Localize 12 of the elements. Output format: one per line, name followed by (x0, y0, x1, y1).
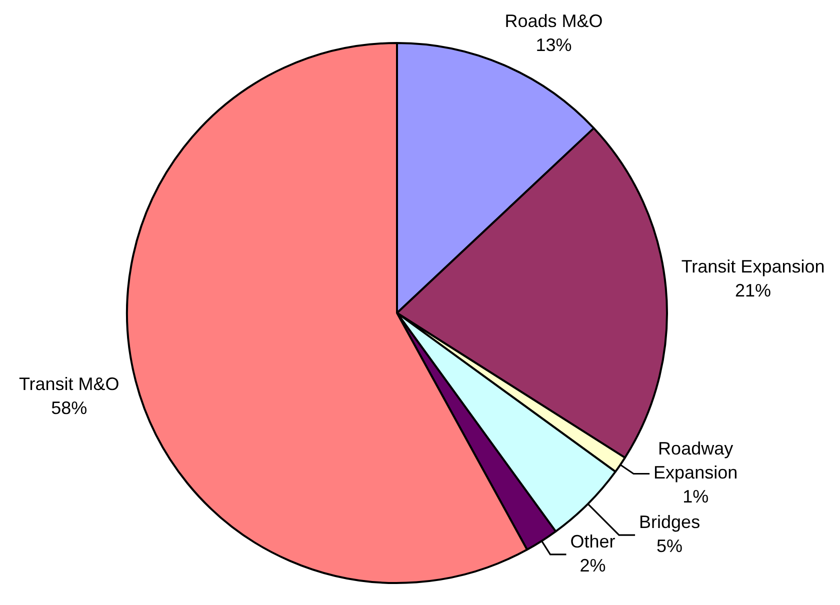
data-label: 1% (682, 486, 709, 507)
data-label: 5% (656, 536, 683, 556)
data-label: 58% (51, 398, 88, 418)
slice-label: Other (570, 531, 616, 552)
data-label: 13% (536, 34, 572, 55)
slice-label: Transit M&O (18, 374, 120, 394)
slice-label: Transit Expansion (681, 256, 825, 276)
data-label: 21% (735, 280, 772, 300)
slice-label: Bridges (639, 512, 700, 532)
slice-label: Roadway Expansion (654, 438, 738, 483)
slice-label: Roads M&O (504, 10, 603, 31)
data-label: 2% (580, 555, 606, 576)
